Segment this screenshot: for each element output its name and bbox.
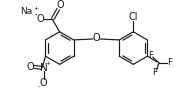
- Text: F: F: [148, 51, 153, 60]
- Text: O: O: [36, 14, 44, 24]
- Text: F: F: [167, 58, 172, 67]
- Text: +: +: [33, 6, 38, 11]
- Text: O: O: [40, 78, 47, 88]
- Text: O: O: [93, 33, 100, 43]
- Text: +: +: [45, 61, 51, 66]
- Text: -: -: [38, 84, 40, 89]
- Text: -: -: [35, 11, 37, 20]
- Text: N: N: [40, 63, 48, 73]
- Text: Na: Na: [20, 7, 32, 16]
- Text: O: O: [26, 62, 34, 72]
- Text: F: F: [153, 68, 158, 77]
- Text: O: O: [56, 0, 64, 10]
- Text: Cl: Cl: [128, 12, 138, 22]
